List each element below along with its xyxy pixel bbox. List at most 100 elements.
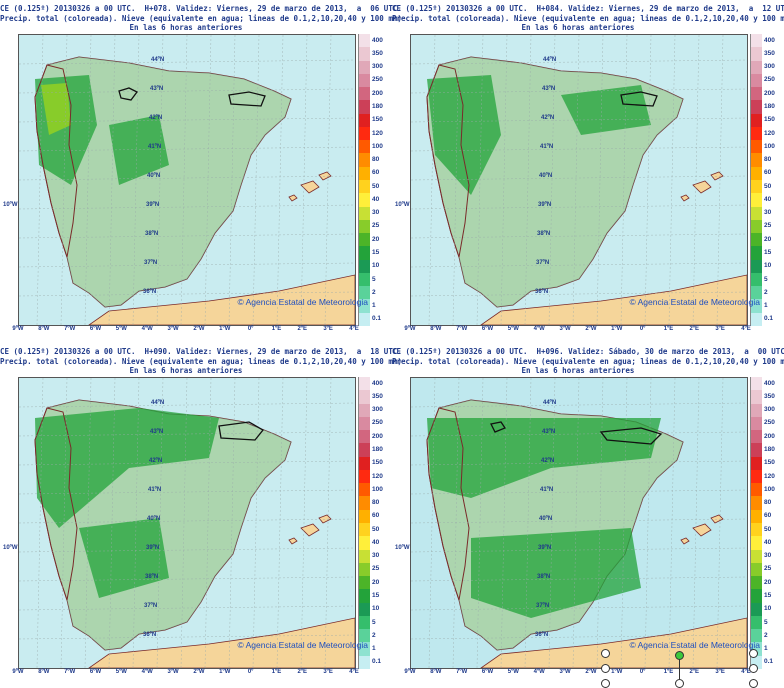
legend-label: 200 [372, 432, 383, 440]
latitude-label: 39ºN [538, 202, 552, 208]
meridian-line [620, 35, 628, 325]
legend-label: 25 [372, 222, 380, 230]
meridian-line [428, 378, 436, 668]
latitude-label: 36ºN [143, 289, 157, 295]
latitude-label: 42ºN [149, 115, 163, 121]
legend-swatch [358, 272, 370, 287]
legend-label: 120 [764, 129, 775, 137]
longitude-label: 7ºW [64, 669, 76, 675]
longitude-label: 1ºE [271, 326, 282, 332]
legend-swatch [750, 576, 762, 590]
longitude-label: 3ºW [167, 326, 179, 332]
meridian-line [132, 35, 140, 325]
legend-swatch [358, 312, 370, 326]
title-line-3: En las 6 horas anteriores [521, 23, 635, 32]
selection-handle[interactable] [749, 649, 758, 658]
balearic-island [288, 537, 298, 545]
legend-label: 2 [764, 631, 768, 639]
latitude-label: 38ºN [145, 574, 159, 580]
longitude-label: 3ºE [715, 669, 725, 675]
longitude-label: 2ºE [689, 669, 700, 675]
legend-swatch [750, 246, 762, 260]
legend-swatch [750, 259, 762, 273]
legend-swatch [358, 655, 370, 669]
longitude-label: 2ºW [585, 669, 597, 675]
legend-swatch [358, 126, 370, 141]
parallel-line [19, 59, 355, 65]
latitude-label: 38ºN [537, 231, 551, 237]
selection-handle[interactable] [675, 679, 684, 688]
meridian-line [548, 378, 556, 668]
moderate-precip-area [427, 75, 501, 195]
legend-swatch [358, 496, 370, 510]
longitude-label: 9ºW [404, 669, 416, 675]
meridian-line [228, 378, 236, 668]
meridian-line [548, 35, 556, 325]
latitude-label: 43ºN [150, 86, 164, 92]
longitude-label: 1ºW [611, 669, 623, 675]
title-line-1: CE (0.125º) 20130326 a 00 UTC. H+096. Va… [392, 347, 784, 356]
legend-label: 5 [764, 618, 768, 626]
longitude-axis: 9ºW 8ºW 7ºW 6ºW 5ºW 4ºW 3ºW 2ºW 1ºW 0º 1ºE 2ºE 3ºE 4º… [12, 326, 358, 336]
longitude-label: 3ºW [167, 669, 179, 675]
longitude-label: 4ºW [141, 326, 153, 332]
parallel-line [19, 634, 355, 640]
selection-handle[interactable] [601, 679, 610, 688]
meridian-line [692, 378, 700, 668]
latitude-label: 39ºN [146, 202, 160, 208]
portugal-border [426, 407, 470, 601]
longitude-label: 8ºW [430, 669, 442, 675]
legend-swatch [358, 642, 370, 656]
parallel-line [411, 518, 747, 524]
legend-label: 2 [372, 631, 376, 639]
longitude-label: 2ºW [585, 326, 597, 332]
balearic-island [300, 180, 320, 194]
legend-swatch [358, 483, 370, 497]
legend-swatch [750, 206, 762, 220]
selection-handle[interactable] [601, 649, 610, 658]
precipitation-map: 44ºN 43ºN 42ºN 41ºN 40ºN 39ºN 38ºN 37ºN 36ºN [18, 34, 356, 326]
north-africa [88, 617, 355, 668]
selection-handle[interactable] [749, 664, 758, 673]
legend-label: 60 [372, 169, 380, 177]
parallel-line [19, 460, 355, 466]
longitude-label: 1ºW [219, 326, 231, 332]
parallel-line [19, 262, 355, 268]
legend-swatch [358, 403, 370, 417]
panel-title: CE (0.125º) 20130326 a 00 UTC. H+078. Va… [0, 4, 402, 33]
longitude-label: 0º [639, 326, 646, 332]
portugal-border [34, 64, 78, 258]
legend-swatch [358, 549, 370, 563]
map-panel-h096: CE (0.125º) 20130326 a 00 UTC. H+096. Va… [392, 343, 784, 688]
selection-handle[interactable] [749, 679, 758, 688]
legend-label: 5 [372, 618, 376, 626]
legend-swatch [750, 589, 762, 603]
legend-label: 180 [372, 446, 383, 453]
meridian-line [716, 378, 724, 668]
aemet-credit: © Agencia Estatal de Meteorologia [629, 640, 760, 650]
legend-swatch [750, 272, 762, 287]
meridian-line [452, 35, 460, 325]
parallel-line [411, 233, 747, 239]
legend-swatch [750, 87, 762, 101]
meridian-line [572, 35, 580, 325]
legend-label: 15 [764, 592, 772, 599]
legend-swatch [750, 286, 762, 300]
legend-label: 300 [372, 406, 383, 414]
selection-handle[interactable] [601, 664, 610, 673]
legend-label: 80 [372, 499, 380, 507]
longitude-label: 5ºW [507, 326, 519, 332]
meridian-line [156, 378, 164, 668]
snow-contour [599, 427, 663, 445]
parallel-line [411, 402, 747, 408]
precip-legend: 400 350 300 250 200 180 150 120 100 80 60 50 40 30 25 2… [358, 34, 383, 326]
legend-label: 150 [372, 459, 383, 467]
meridian-line [500, 378, 508, 668]
legend-label: 10 [764, 262, 772, 270]
title-line-2: Precip. total (coloreada). Nieve (equiva… [0, 356, 402, 366]
meridian-line [324, 378, 332, 668]
map-canvas [411, 378, 747, 668]
parallel-line [19, 117, 355, 123]
snow-contour [118, 87, 138, 101]
parallel-line [19, 518, 355, 524]
